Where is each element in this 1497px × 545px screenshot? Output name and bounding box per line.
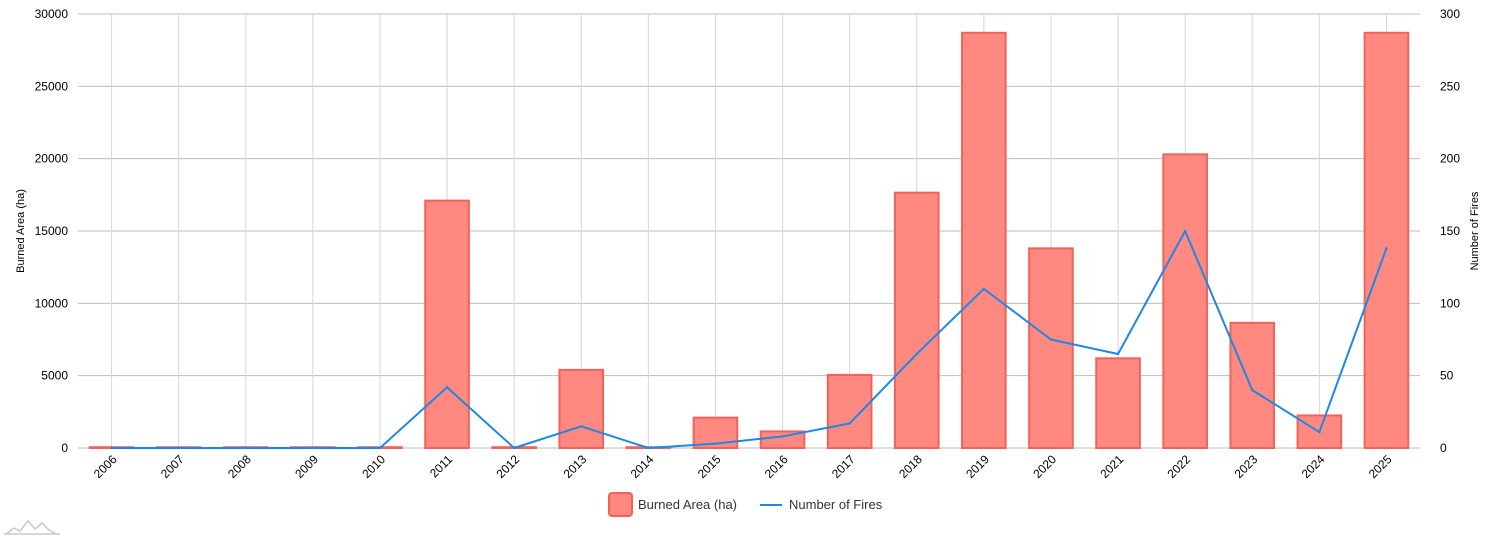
x-tick-label: 2018 [896, 452, 925, 481]
line-point[interactable] [580, 425, 583, 428]
x-tick-label: 2019 [963, 452, 992, 481]
right-tick-label: 0 [1440, 441, 1447, 455]
left-tick-label: 25000 [35, 79, 69, 93]
x-tick-label: 2012 [493, 452, 522, 481]
left-axis-title: Burned Area (ha) [15, 189, 27, 273]
line-point[interactable] [1318, 430, 1321, 434]
left-tick-label: 5000 [41, 369, 68, 383]
bar[interactable] [1162, 153, 1208, 449]
line-point[interactable] [244, 446, 247, 450]
right-tick-label: 300 [1440, 7, 1460, 21]
line-point[interactable] [915, 352, 918, 356]
bar[interactable] [1028, 247, 1074, 449]
left-tick-label: 20000 [35, 152, 69, 166]
amcharts-mountain-icon [4, 519, 60, 535]
x-tick-label: 2010 [359, 452, 388, 481]
right-axis-ticks: 0 50 100 150 200 250 300 [1440, 7, 1460, 455]
bar[interactable] [961, 31, 1007, 449]
bar[interactable] [826, 373, 873, 449]
x-tick-label: 2025 [1366, 452, 1395, 481]
line-point[interactable] [1116, 352, 1120, 356]
line-point[interactable] [110, 446, 113, 450]
left-tick-label: 0 [61, 441, 68, 455]
line-point[interactable] [1049, 338, 1053, 341]
legend-swatch-bar [608, 492, 633, 517]
x-tick-label: 2008 [225, 452, 254, 481]
bar[interactable] [1095, 357, 1141, 450]
bar[interactable] [1363, 31, 1410, 449]
line-point[interactable] [714, 442, 717, 445]
right-tick-label: 250 [1440, 79, 1460, 93]
legend-label-burned-area: Burned Area (ha) [638, 497, 737, 512]
x-tick-label: 2014 [628, 452, 657, 481]
line-point[interactable] [982, 287, 986, 291]
line-point[interactable] [311, 446, 315, 450]
line-point[interactable] [781, 435, 784, 438]
line-point[interactable] [445, 386, 449, 389]
fires-line[interactable] [111, 230, 1388, 449]
right-tick-label: 50 [1440, 369, 1454, 383]
x-tick-label: 2007 [158, 452, 187, 481]
line-point[interactable] [512, 446, 516, 450]
legend-label-number-of-fires: Number of Fires [789, 497, 883, 512]
right-tick-label: 200 [1440, 152, 1460, 166]
line-point[interactable] [177, 446, 180, 450]
line-point[interactable] [1183, 229, 1187, 233]
line-point[interactable] [378, 446, 382, 450]
x-tick-label: 2009 [292, 452, 321, 481]
bar[interactable] [893, 191, 940, 449]
line-point[interactable] [1251, 388, 1254, 392]
left-tick-label: 15000 [35, 224, 69, 238]
right-tick-label: 100 [1440, 296, 1460, 310]
bar[interactable] [1229, 321, 1276, 450]
x-tick-label: 2022 [1164, 452, 1193, 481]
x-tick-label: 2013 [561, 452, 590, 481]
x-tick-label: 2023 [1232, 452, 1261, 481]
x-tick-label: 2024 [1299, 452, 1328, 481]
x-tick-label: 2016 [762, 452, 791, 481]
x-tick-label: 2020 [1030, 452, 1059, 481]
line-point[interactable] [848, 422, 851, 425]
x-tick-label: 2017 [829, 452, 858, 481]
legend-item-number-of-fires[interactable]: Number of Fires [760, 497, 883, 512]
left-axis-ticks: 0 5000 10000 15000 20000 25000 30000 [35, 7, 69, 455]
x-tick-label: 2006 [91, 452, 120, 481]
right-tick-label: 150 [1440, 224, 1460, 238]
grid-lines [78, 13, 1420, 449]
line-series-number-of-fires [110, 229, 1388, 450]
bar[interactable] [424, 199, 470, 449]
x-tick-label: 2021 [1097, 452, 1126, 481]
left-tick-label: 10000 [35, 296, 69, 310]
bar[interactable] [558, 368, 605, 450]
legend: Burned Area (ha) Number of Fires [608, 492, 883, 517]
legend-item-burned-area[interactable]: Burned Area (ha) [608, 492, 737, 517]
line-point[interactable] [1385, 247, 1388, 250]
line-point[interactable] [647, 446, 650, 450]
bar-series-burned-area [88, 31, 1410, 450]
x-tick-label: 2015 [695, 452, 724, 481]
left-tick-label: 30000 [35, 7, 69, 21]
x-axis-ticks: 2006 2007 2008 2009 2010 2011 2012 2013 2014 2015… [91, 452, 1395, 481]
right-axis-title: Number of Fires [1469, 191, 1481, 270]
x-tick-label: 2011 [427, 452, 455, 480]
